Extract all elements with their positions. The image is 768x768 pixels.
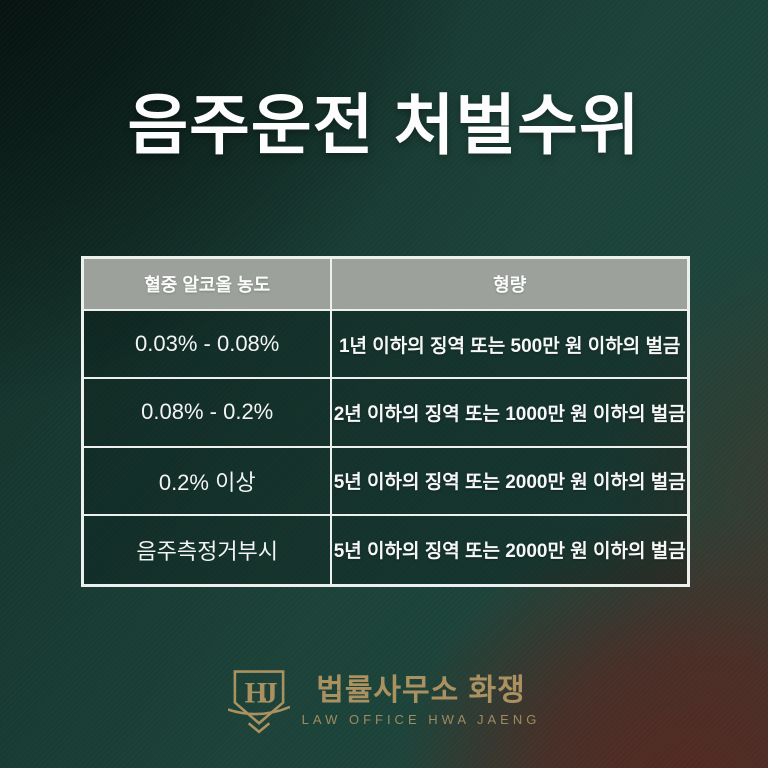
monogram-text: HJ [244,678,276,710]
table-row-1-penalty: 1년 이하의 징역 또는 500만 원 이하의 벌금 [332,311,687,380]
firm-name-korean: 법률사무소 화쟁 [316,673,526,707]
table-row-2-penalty: 2년 이하의 징역 또는 1000만 원 이하의 벌금 [332,379,687,448]
firm-names: 법률사무소 화쟁 LAW OFFICE HWA JAENG [302,674,541,727]
firm-name-english: LAW OFFICE HWA JAENG [301,711,541,727]
table-row-4-penalty: 5년 이하의 징역 또는 2000만 원 이하의 벌금 [332,515,687,584]
shield-crest-icon: HJ [227,670,290,734]
header-cell-bac: 혈중 알코올 농도 [84,259,333,311]
penalty-table: 혈중 알코올 농도 형량 0.03% - 0.08% 1년 이하의 징역 또는 … [81,256,690,587]
footer-logo: HJ 법률사무소 화쟁 LAW OFFICE HWA JAENG [0,666,768,734]
table-row-3-penalty: 5년 이하의 징역 또는 2000만 원 이하의 벌금 [332,447,687,516]
header-cell-penalty: 형량 [332,259,687,311]
table-row-1-bac: 0.03% - 0.08% [84,311,333,380]
table-row-4-bac: 음주측정거부시 [84,515,333,584]
table-row-3-bac: 0.2% 이상 [84,447,333,516]
page-title: 음주운전 처벌수위 [127,88,641,162]
table-row-2-bac: 0.08% - 0.2% [84,379,333,448]
